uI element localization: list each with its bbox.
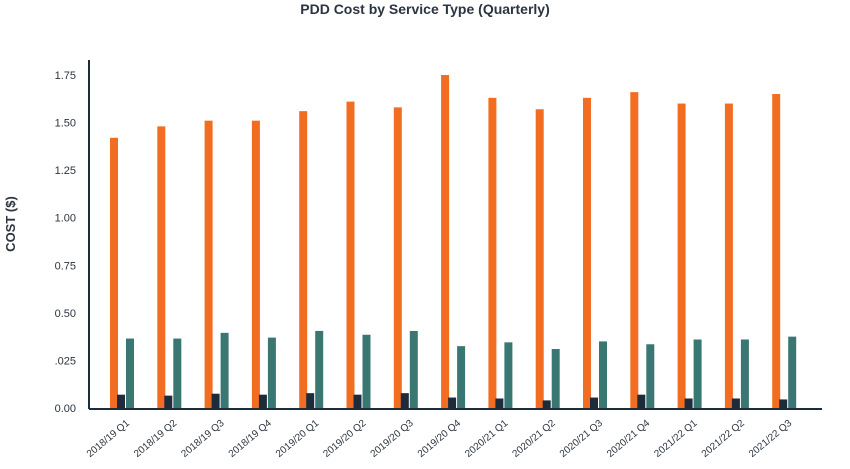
- bar-series-1: [441, 75, 450, 408]
- x-tick-label: 2021/22 Q1: [652, 418, 699, 460]
- bar-series-3: [457, 346, 466, 408]
- bar-series-2: [542, 400, 551, 408]
- bar-series-2: [400, 393, 409, 408]
- y-axis-label: COST ($): [3, 196, 18, 252]
- y-tick-label: 1.75: [55, 70, 76, 82]
- bar-series-3: [693, 339, 702, 408]
- bar-series-1: [346, 101, 355, 408]
- x-tick-label: 2018/19 Q4: [227, 418, 274, 460]
- bar-series-2: [731, 398, 740, 408]
- bar-series-2: [448, 397, 457, 408]
- y-tick-label: 0.00: [55, 403, 76, 415]
- x-tick-label: 2019/20 Q1: [274, 418, 321, 460]
- bar-series-2: [353, 394, 362, 408]
- x-tick-label: 2020/21 Q2: [511, 418, 558, 460]
- y-tick-label: 0.75: [55, 260, 76, 272]
- bar-series-3: [267, 337, 276, 408]
- chart-title: PDD Cost by Service Type (Quarterly): [300, 1, 549, 17]
- bar-series-2: [306, 393, 315, 408]
- bar-series-1: [110, 137, 118, 408]
- bar-series-3: [788, 336, 797, 408]
- x-tick-label: 2020/21 Q4: [605, 418, 652, 460]
- bar-series-2: [637, 394, 646, 408]
- bar-series-3: [126, 338, 134, 408]
- y-tick-label: 0.50: [55, 308, 76, 320]
- bar-series-1: [251, 120, 260, 408]
- bar-series-3: [220, 332, 229, 408]
- x-tick-label: 2021/22 Q3: [747, 418, 794, 460]
- bar-series-2: [495, 398, 504, 408]
- bar-series-3: [409, 330, 418, 408]
- x-tick-label: 2019/20 Q4: [416, 418, 463, 460]
- y-tick-label: 1.50: [55, 118, 76, 130]
- bar-series-1: [299, 111, 308, 408]
- bar-series-1: [488, 97, 497, 408]
- x-tick-label: 2020/21 Q1: [463, 418, 510, 460]
- bar-series-3: [315, 330, 324, 408]
- y-tick-label: .025: [55, 355, 76, 367]
- bar-series-1: [393, 107, 402, 408]
- x-tick-label: 2018/19 Q3: [179, 418, 226, 460]
- bar-series-1: [583, 97, 591, 408]
- bar-series-2: [164, 395, 173, 408]
- x-tick-label: 2020/21 Q3: [558, 418, 605, 460]
- x-tick-label: 2019/20 Q2: [321, 418, 368, 460]
- bar-series-1: [535, 109, 544, 408]
- x-tick-label: 2019/20 Q3: [369, 418, 416, 460]
- bar-series-2: [779, 399, 788, 408]
- x-tick-label: 2021/22 Q2: [700, 418, 747, 460]
- bar-series-1: [157, 126, 166, 409]
- bar-series-1: [724, 103, 733, 409]
- bar-series-2: [258, 394, 267, 408]
- y-axis-ticks: 0.00 .025 0.50 0.75 1.00 1.25 1.50 1.75: [55, 70, 76, 415]
- bar-series-2: [117, 394, 125, 408]
- bar-series-2: [590, 397, 598, 408]
- bar-series-1: [204, 120, 213, 408]
- bar-series-2: [684, 398, 693, 408]
- bar-series-1: [630, 92, 639, 408]
- bar-series-3: [173, 338, 182, 408]
- bar-series-3: [599, 341, 607, 408]
- bar-series-1: [677, 103, 686, 409]
- bar-series-3: [646, 344, 655, 408]
- x-tick-label: 2018/19 Q1: [85, 418, 132, 460]
- bar-series-3: [362, 334, 371, 408]
- bar-series-3: [740, 339, 749, 408]
- x-tick-label: 2018/19 Q2: [132, 418, 179, 460]
- bar-series-3: [551, 349, 560, 408]
- y-tick-label: 1.00: [55, 213, 76, 225]
- x-axis-ticks: 2018/19 Q1 2018/19 Q2 2018/19 Q3 2018/19 Q4…: [85, 418, 795, 460]
- bar-series-2: [211, 393, 220, 408]
- bar-series-1: [772, 94, 781, 409]
- bars-group: [110, 75, 797, 409]
- bar-series-3: [504, 342, 513, 408]
- y-tick-label: 1.25: [55, 165, 76, 177]
